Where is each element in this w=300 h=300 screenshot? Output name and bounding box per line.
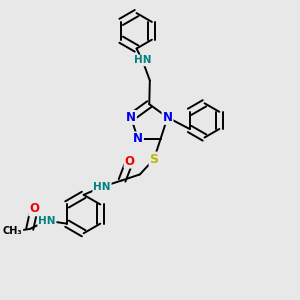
Text: HN: HN xyxy=(93,182,111,192)
Text: N: N xyxy=(163,111,172,124)
Text: HN: HN xyxy=(38,216,56,226)
Text: S: S xyxy=(149,152,158,166)
Text: CH₃: CH₃ xyxy=(3,226,22,236)
Text: O: O xyxy=(29,202,39,215)
Text: O: O xyxy=(124,154,134,168)
Text: HN: HN xyxy=(134,56,151,65)
Text: N: N xyxy=(126,111,136,124)
Text: N: N xyxy=(133,132,143,146)
